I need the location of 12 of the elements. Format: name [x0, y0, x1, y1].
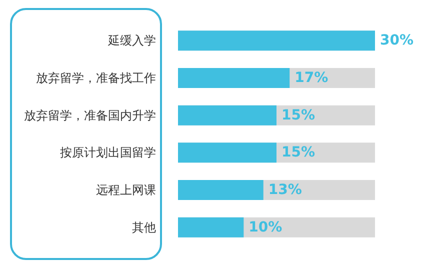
y-tick-label: 其他 — [132, 220, 156, 234]
data-label: 30% — [380, 32, 414, 49]
data-label: 13% — [268, 182, 302, 198]
y-tick-label: 延缓入学 — [107, 34, 156, 48]
data-label: 17% — [294, 70, 328, 86]
data-label: 15% — [282, 107, 316, 124]
y-tick-label: 放弃留学，准备找工作 — [36, 71, 156, 85]
y-tick-label: 按原计划出国留学 — [60, 146, 156, 160]
y-tick-label: 远程上网课 — [96, 183, 156, 197]
y-tick-label: 放弃留学，准备国内升学 — [24, 108, 156, 122]
data-label: 10% — [248, 219, 282, 236]
data-label: 15% — [282, 144, 316, 161]
